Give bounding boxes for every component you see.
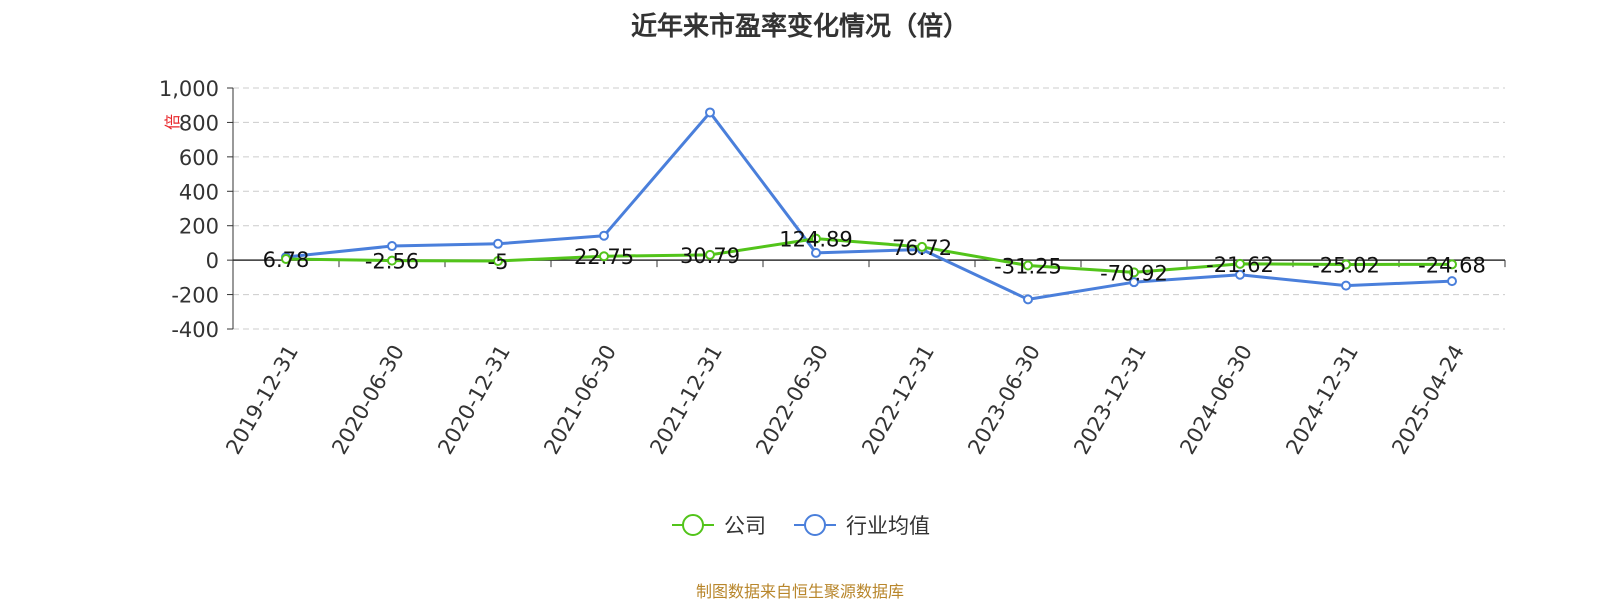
data-label: -70.92 [1100, 261, 1168, 285]
grid-lines [233, 87, 1505, 330]
data-point [493, 238, 503, 249]
axes: 1,000 800 600 400 200 0 -200 -400 倍 2019-12-31 202… [159, 77, 1506, 459]
data-point [493, 256, 503, 267]
data-label: 76.72 [892, 236, 952, 260]
data-point [1023, 294, 1033, 305]
y-tick-label: -400 [171, 318, 219, 342]
data-point [1129, 277, 1139, 288]
x-tick-label: 2019-12-31 [221, 341, 303, 459]
data-point [1235, 258, 1245, 269]
data-label: -21.62 [1206, 253, 1274, 277]
data-point [599, 251, 609, 262]
data-label: -5 [488, 250, 509, 274]
x-tick-label: 2023-06-30 [963, 341, 1045, 459]
data-point [1235, 269, 1245, 280]
data-label: -31.25 [994, 255, 1062, 279]
data-label: -2.56 [365, 250, 419, 274]
x-tick-label: 2024-12-31 [1281, 341, 1363, 459]
y-tick-label: -200 [171, 284, 219, 308]
legend-item[interactable]: 公司 [670, 510, 766, 540]
data-point [387, 255, 397, 266]
data-point [1447, 276, 1457, 287]
legend-item[interactable]: 行业均值 [792, 510, 930, 540]
data-point [599, 230, 609, 241]
data-point [811, 233, 821, 244]
data-point [1447, 259, 1457, 270]
data-label: 124.89 [779, 228, 852, 252]
y-tick-label: 600 [179, 146, 219, 170]
legend: 公司 行业均值 [0, 510, 1600, 540]
data-point [811, 247, 821, 258]
y-tick-label: 400 [179, 180, 219, 204]
x-tick-label: 2021-12-31 [645, 341, 727, 459]
data-label: 6.78 [263, 248, 310, 272]
data-point [1341, 259, 1351, 270]
legend-marker-icon [672, 514, 714, 536]
chart-title: 近年来市盈率变化情况（倍） [630, 12, 969, 42]
source-note: 制图数据来自恒生聚源数据库 [695, 582, 904, 601]
legend-label: 行业均值 [846, 514, 930, 538]
x-tick-label: 2025-04-24 [1387, 341, 1469, 459]
data-point [1341, 280, 1351, 291]
x-tick-label: 2021-06-30 [539, 341, 621, 459]
series-lines [281, 107, 1457, 305]
y-tick-label: 1,000 [159, 77, 219, 101]
y-tick-label: 200 [179, 215, 219, 239]
data-point [1129, 267, 1139, 278]
x-tick-label: 2020-06-30 [327, 341, 409, 459]
data-point [387, 241, 397, 252]
series-line-1 [285, 110, 1453, 301]
data-point [281, 253, 291, 264]
data-labels: 6.78 -2.56 -5 22.75 30.79 124.89 76.72 -31.25 -7… [263, 228, 1486, 286]
data-label: -25.02 [1312, 253, 1380, 277]
series-line-0 [285, 237, 1453, 274]
data-label: 30.79 [680, 244, 740, 268]
x-tick-label: 2020-12-31 [433, 341, 515, 459]
x-tick-label: 2023-12-31 [1069, 341, 1151, 459]
legend-marker-icon [794, 514, 836, 536]
data-point [917, 241, 927, 252]
x-tick-label: 2024-06-30 [1175, 341, 1257, 459]
y-axis-label: 倍 [163, 114, 182, 130]
x-tick-label: 2022-06-30 [751, 341, 833, 459]
data-label: -24.68 [1418, 253, 1486, 277]
x-tick-label: 2022-12-31 [857, 341, 939, 459]
data-point [705, 249, 715, 260]
y-tick-label: 0 [206, 249, 219, 273]
data-label: 22.75 [574, 245, 634, 269]
data-point [705, 107, 715, 118]
legend-label: 公司 [724, 514, 766, 538]
data-point [1023, 260, 1033, 271]
y-tick-label: 800 [179, 111, 219, 135]
